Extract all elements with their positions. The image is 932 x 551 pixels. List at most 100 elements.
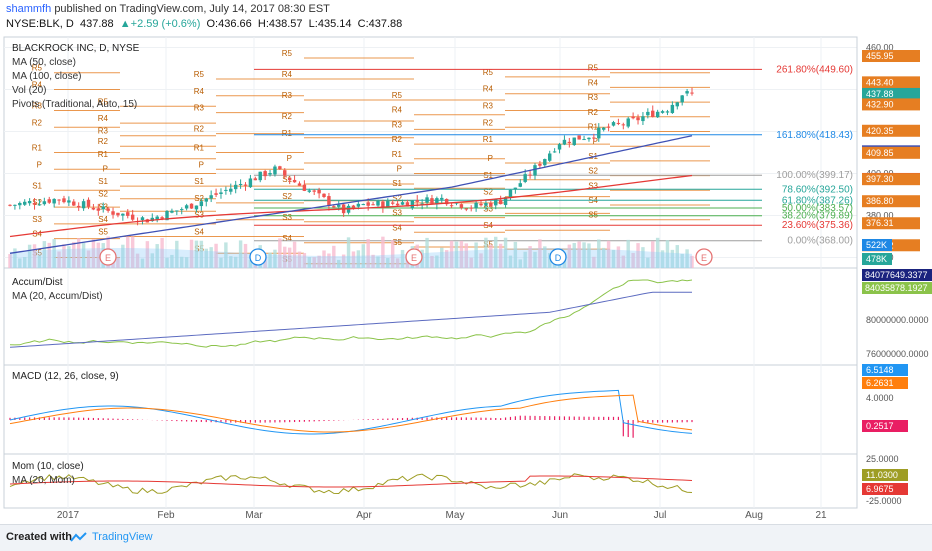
volume-bar	[145, 241, 150, 268]
candle-body	[381, 201, 385, 208]
candle-body	[489, 202, 493, 207]
symbol[interactable]: NYSE:BLK, D	[6, 18, 74, 30]
volume-bar	[621, 255, 626, 268]
pivot-label: R4	[588, 78, 599, 87]
event-marker	[99, 248, 117, 266]
candle-body	[327, 196, 331, 206]
candle-body	[47, 199, 51, 203]
accum-legend-entry: MA (20, Accum/Dist)	[12, 291, 103, 302]
price-tag	[862, 98, 920, 111]
pivot-label: S5	[588, 211, 598, 220]
candle-body	[557, 144, 562, 150]
accum-pane-title: Accum/Dist	[12, 277, 63, 288]
price-tag-label: 11.0300	[866, 470, 898, 480]
volume-bar	[533, 251, 537, 268]
pivot-label: R2	[282, 112, 293, 121]
fib-label: 50.00%(383.57)	[782, 203, 853, 214]
tradingview-link[interactable]: TradingView	[92, 531, 153, 543]
momentum-line	[9, 473, 693, 495]
volume-bar	[297, 251, 302, 268]
volume-bar	[366, 239, 370, 268]
pivot-label: R1	[98, 150, 109, 159]
author-link[interactable]: shammfh	[6, 3, 52, 15]
pivot-label: R2	[483, 118, 494, 127]
volume-bar	[592, 256, 596, 268]
volume-bar	[302, 252, 307, 268]
candle-body	[484, 202, 488, 206]
pivot-label: P	[199, 160, 204, 169]
candle-body	[121, 213, 125, 216]
pivot-label: R4	[32, 81, 43, 90]
volume-bar	[160, 237, 164, 268]
volume-bar	[503, 237, 508, 268]
price-tag-label: 409.85	[866, 148, 894, 158]
candle-body	[366, 202, 370, 206]
volume-bar	[430, 255, 434, 268]
candle-body	[130, 214, 135, 220]
price-tag-label: 437.88	[866, 89, 894, 99]
y-tick-label: 76000000.0000	[866, 349, 929, 359]
candle-body	[283, 170, 287, 176]
open-value: O:436.66	[206, 18, 252, 30]
candle-body	[469, 207, 473, 209]
price-tag-label: 6.2631	[866, 378, 894, 388]
pivot-label: S1	[98, 177, 108, 186]
volume-bar	[631, 252, 635, 268]
candle-body	[685, 91, 689, 94]
fib-label: 100.00%(399.17)	[776, 170, 853, 181]
volume-bar	[204, 248, 208, 268]
event-marker	[249, 248, 267, 266]
candle-body	[616, 122, 621, 124]
event-marker-label: D	[255, 253, 262, 263]
candle-body	[258, 171, 262, 181]
candle-body	[8, 204, 12, 206]
candle-body	[675, 102, 679, 107]
candle-body	[111, 211, 115, 215]
candle-body	[96, 208, 101, 211]
pivot-label: R1	[32, 144, 43, 153]
volume-bar	[626, 239, 630, 268]
price-tag-label: 376.31	[866, 218, 894, 228]
pivot-label: R5	[32, 64, 43, 73]
volume-bar	[371, 254, 375, 268]
candle-body	[651, 110, 655, 117]
candle-body	[356, 203, 361, 207]
volume-bar	[425, 237, 429, 268]
price-tag	[862, 217, 920, 230]
volume-bar	[209, 247, 213, 268]
pivot-label: S4	[98, 215, 108, 224]
candle-body	[52, 198, 56, 204]
candle-body	[37, 204, 42, 206]
candle-body	[474, 202, 478, 208]
candle-body	[42, 201, 47, 205]
event-marker-label: E	[701, 253, 707, 263]
candle-body	[655, 111, 660, 118]
candle-body	[386, 201, 390, 208]
volume-bar	[32, 244, 37, 268]
event-marker-label: E	[411, 253, 417, 263]
volume-bar	[484, 237, 488, 268]
candle-body	[170, 210, 174, 213]
candle-body	[337, 204, 341, 207]
x-tick-label: Mar	[245, 510, 263, 521]
candle-body	[523, 174, 527, 182]
price-tag-label: 420.35	[866, 126, 894, 136]
x-tick-label: 21	[815, 510, 827, 521]
candle-body	[214, 193, 218, 195]
pivot-label: R1	[588, 123, 599, 132]
candle-body	[435, 198, 439, 205]
volume-bar	[513, 241, 518, 268]
volume-bar	[459, 240, 464, 268]
candle-body	[23, 201, 27, 205]
price-tag	[862, 420, 908, 432]
pivot-label: R3	[282, 91, 293, 100]
candle-body	[155, 216, 159, 220]
candle-body	[224, 189, 228, 191]
candle-body	[449, 205, 454, 207]
volume-bar	[116, 257, 120, 268]
pivot-label: S3	[483, 204, 493, 213]
volume-bar	[523, 251, 527, 268]
pivot-label: R4	[98, 114, 109, 123]
y-tick-label: 4.0000	[866, 393, 894, 403]
